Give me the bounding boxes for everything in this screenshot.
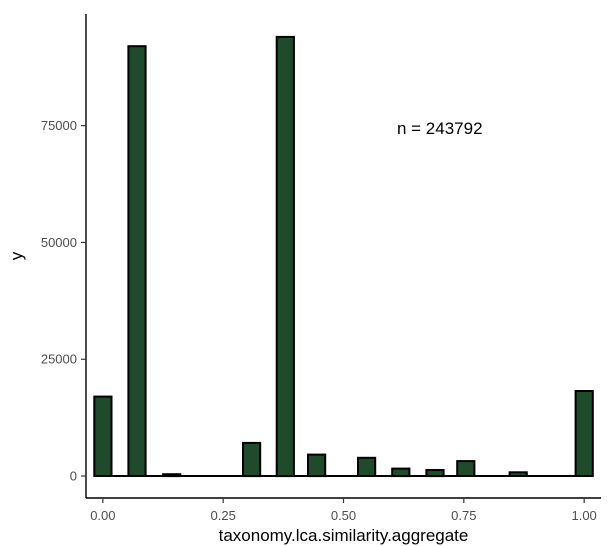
bar-1: [127, 45, 147, 477]
y-tick-label-0: 0: [70, 469, 77, 484]
x-tick-label-2: 0.50: [331, 508, 356, 523]
x-tick-label-0: 0.00: [90, 508, 115, 523]
bar-0: [93, 395, 113, 478]
y-tick-label-2: 50000: [41, 235, 77, 250]
y-axis-title: y: [7, 251, 26, 260]
bars-layer: [93, 35, 594, 478]
sample-size-annotation: n = 243792: [397, 119, 483, 138]
y-tick-label-1: 25000: [41, 352, 77, 367]
bar-3: [242, 441, 262, 478]
x-tick-label-4: 1.00: [571, 508, 596, 523]
y-tick-label-3: 75000: [41, 118, 77, 133]
x-tick-label-1: 0.25: [211, 508, 236, 523]
bar-6: [357, 456, 377, 477]
bar-5: [307, 453, 327, 478]
bar-4: [275, 35, 295, 478]
bar-9: [456, 460, 476, 478]
x-axis-title: taxonomy.lca.similarity.aggregate: [219, 526, 469, 545]
bar-7: [391, 467, 411, 478]
axes-layer: 0.00 0.25 0.50 0.75 1.00 0 25000 50000 75000: [41, 14, 601, 523]
x-tick-label-3: 0.75: [451, 508, 476, 523]
bar-11: [574, 390, 594, 477]
